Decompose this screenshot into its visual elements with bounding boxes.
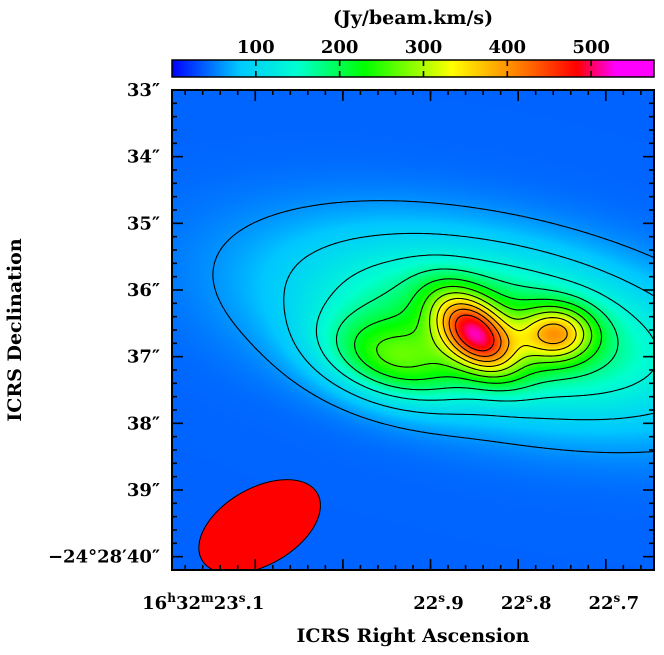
contour-level (442, 303, 568, 362)
colorbar-tick-label: 400 (489, 37, 527, 58)
contour-level (454, 314, 495, 352)
contour-lines (212, 200, 654, 454)
colorbar-tick-label: 200 (321, 37, 359, 58)
contour-level (335, 268, 619, 392)
y-tick-label: 36″ (127, 280, 160, 301)
x-tick-label: 22s.7 (588, 591, 639, 614)
y-tick-label: 34″ (127, 147, 160, 168)
contour-level (448, 308, 502, 357)
y-tick-labels: 33″ 34″ 35″ 36″ 37″ 38″ 39″ −24°28′40″ (48, 80, 160, 568)
y-tick-label: 38″ (127, 413, 160, 434)
x-tick-label: 22s.8 (501, 591, 552, 614)
y-tick-label: −24°28′40″ (48, 547, 160, 568)
colorbar-tick-label: 300 (405, 37, 443, 58)
colorbar-tick-labels: 100 200 300 400 500 (237, 37, 610, 58)
y-axis-label: ICRS Declination (4, 238, 26, 421)
beam-ellipse (198, 479, 321, 570)
y-tick-label: 39″ (127, 480, 160, 501)
colorbar-ticks (255, 60, 592, 77)
x-tick-label: 16h32m23s.1 (142, 591, 264, 614)
colorbar-tick-label: 100 (237, 37, 275, 58)
y-tick-label: 37″ (127, 347, 160, 368)
contour-level (212, 200, 654, 454)
x-tick-labels: 16h32m23s.1 22s.9 22s.8 22s.7 (142, 591, 639, 614)
x-axis-label: ICRS Right Ascension (297, 625, 530, 647)
contour-level (429, 292, 585, 373)
contour-level (354, 278, 603, 384)
colorbar-label: (Jy/beam.km/s) (333, 7, 493, 29)
contour-level (315, 254, 654, 402)
y-tick-label: 33″ (127, 80, 160, 101)
contour-level (376, 285, 593, 378)
axis-ticks (172, 89, 654, 570)
contour-level (436, 297, 577, 367)
x-tick-label: 22s.9 (413, 591, 464, 614)
contour-level (283, 232, 654, 421)
colorbar (171, 59, 655, 78)
y-tick-label: 35″ (127, 213, 160, 234)
colorbar-tick-label: 500 (572, 37, 610, 58)
